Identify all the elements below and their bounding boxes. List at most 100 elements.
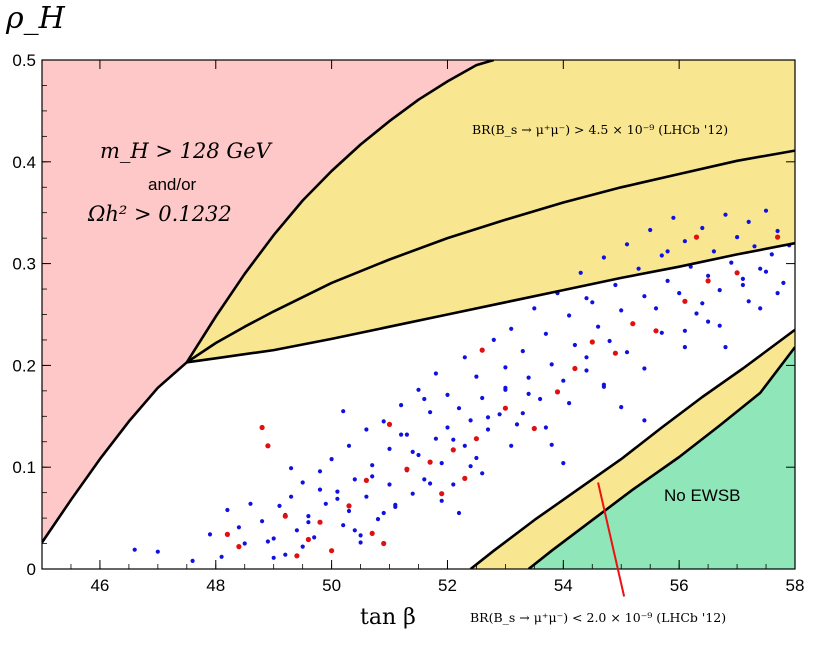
scatter-point-blue	[532, 306, 537, 311]
scatter-point-blue	[364, 494, 369, 499]
scatter-point-blue	[763, 269, 769, 274]
scatter-point-blue	[677, 291, 682, 296]
scatter-point-blue	[769, 252, 774, 257]
scatter-point-blue	[456, 406, 462, 411]
scatter-point-red	[369, 530, 375, 537]
scatter-point-blue	[410, 491, 415, 496]
scatter-point-blue	[671, 215, 676, 220]
scatter-point-blue	[410, 449, 415, 454]
scatter-point-blue	[659, 330, 664, 335]
scatter-point-blue	[601, 384, 607, 389]
scatter-point-red	[612, 350, 619, 356]
scatter-point-red	[502, 405, 508, 411]
scatter-point-blue	[590, 300, 595, 305]
scatter-point-blue	[300, 480, 305, 485]
scatter-point-blue	[706, 273, 711, 278]
scatter-point-blue	[474, 374, 479, 379]
x-tick-label: 46	[90, 576, 109, 595]
x-tick-label: 52	[438, 576, 457, 595]
scatter-point-blue	[717, 288, 722, 293]
scatter-point-blue	[543, 331, 549, 336]
scatter-point-blue	[584, 296, 589, 301]
y-tick-label: 0	[27, 560, 36, 579]
upper-bs-band	[186, 150, 795, 363]
scatter-point-blue	[242, 541, 247, 546]
scatter-point-blue	[236, 525, 241, 530]
scatter-point-blue	[399, 403, 404, 408]
scatter-point-blue	[596, 324, 601, 329]
scatter-point-blue	[781, 280, 786, 285]
scatter-point-blue	[462, 443, 467, 448]
scatter-point-blue	[306, 514, 311, 519]
scatter-point-blue	[225, 507, 230, 513]
scatter-point-blue	[352, 528, 357, 533]
excluded-region-label-line3: Ωh² > 0.1232	[87, 202, 232, 226]
x-tick-label: 48	[206, 576, 225, 595]
scatter-point-blue	[416, 387, 421, 392]
scatter-point-red	[775, 234, 781, 240]
scatter-point-blue	[456, 510, 462, 516]
scatter-point-blue	[642, 366, 647, 371]
scatter-point-blue	[260, 519, 265, 524]
scatter-point-blue	[248, 501, 253, 506]
scatter-point-blue	[404, 432, 409, 437]
scatter-point-blue	[775, 291, 780, 296]
x-tick-label: 58	[786, 576, 805, 595]
scatter-point-blue	[399, 432, 404, 437]
y-tick-label: 0.4	[12, 153, 36, 172]
scatter-point-blue	[584, 355, 589, 360]
scatter-point-red	[363, 477, 369, 483]
scatter-point-red	[404, 466, 410, 472]
axis-ticks: 46 48 50 52 54 56 58 0 0.1 0.2 0.3 0.4 0.5	[12, 51, 804, 595]
scatter-point-blue	[485, 427, 491, 432]
scatter-point-blue	[317, 487, 323, 492]
lower-band-top-boundary	[469, 328, 795, 569]
scatter-point-blue	[451, 437, 456, 442]
y-tick-label: 0.5	[12, 51, 36, 70]
scatter-point-blue	[549, 362, 554, 367]
scatter-point-red	[381, 540, 387, 547]
scatter-point-blue	[746, 219, 751, 224]
scatter-point-blue	[312, 535, 317, 540]
scatter-point-blue	[607, 338, 612, 344]
scatter-point-blue	[567, 401, 572, 406]
scatter-point-blue	[584, 368, 589, 373]
scatter-point-red	[479, 347, 485, 353]
scatter-point-blue	[451, 482, 456, 487]
scatter-point-blue	[132, 547, 137, 552]
lower-band-annotation: BR(B_s → μ⁺μ⁻) < 2.0 × 10⁻⁹ (LHCb '12)	[470, 610, 726, 625]
scatter-point-blue	[433, 371, 438, 376]
scatter-point-blue	[665, 278, 670, 283]
scatter-point-blue	[682, 345, 688, 350]
scatter-point-blue	[723, 212, 728, 217]
scatter-point-blue	[271, 555, 276, 560]
scatter-point-blue	[416, 452, 421, 458]
scatter-point-blue	[468, 418, 473, 423]
scatter-point-blue	[381, 510, 386, 516]
scatter-point-blue	[653, 306, 659, 311]
scatter-point-blue	[752, 244, 757, 249]
scatter-point-blue	[624, 242, 630, 247]
excluded-region	[42, 60, 494, 543]
scatter-point-blue	[549, 442, 554, 447]
scatter-point-red	[294, 553, 300, 559]
no-ewsb-region	[528, 347, 795, 569]
excluded-region-label-line1: m_H > 128 GeV	[100, 139, 273, 163]
scatter-point-blue	[503, 385, 508, 390]
scatter-point-blue	[520, 349, 525, 354]
scatter-point-red	[329, 548, 335, 554]
scatter-point-blue	[346, 508, 352, 514]
scatter-point-blue	[735, 235, 740, 240]
scatter-point-blue	[642, 418, 647, 423]
scatter-point-blue	[485, 415, 491, 420]
scatter-point-blue	[758, 306, 763, 311]
scatter-point-blue	[613, 282, 618, 288]
scatter-point-blue	[277, 503, 282, 508]
scatter-point-blue	[601, 255, 607, 260]
excluded-region-label-line2: and/or	[148, 175, 197, 194]
scatter-point-blue	[526, 391, 531, 396]
scatter-point-blue	[387, 446, 392, 451]
scatter-point-blue	[624, 350, 630, 355]
scatter-point-blue	[775, 228, 780, 234]
scatter-point-blue	[358, 533, 363, 538]
